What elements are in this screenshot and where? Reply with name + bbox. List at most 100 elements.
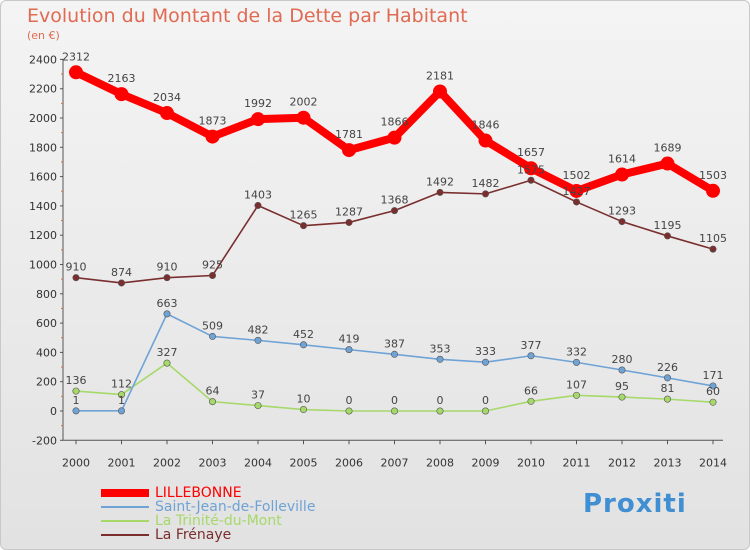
data-point (663, 374, 671, 382)
data-point (254, 402, 262, 410)
data-label: 171 (703, 369, 724, 382)
data-label: 66 (524, 384, 538, 397)
data-point (433, 84, 447, 99)
data-label: 1427 (563, 185, 591, 198)
data-point (390, 207, 398, 215)
data-point (663, 232, 671, 240)
data-label: 663 (157, 297, 178, 310)
legend-label: La Frénaye (155, 527, 232, 543)
data-label: 327 (157, 346, 178, 359)
x-tick-label: 2000 (62, 456, 90, 469)
data-point (436, 355, 444, 363)
data-point (390, 407, 398, 415)
data-label: 280 (612, 353, 633, 366)
data-point (660, 156, 675, 171)
y-tick-label: 0 (50, 405, 57, 418)
data-point (209, 332, 217, 340)
data-label: 136 (66, 374, 87, 387)
data-labels: 136 112 327 64 37 10 0 0 0 0 66 107 95 81 60 1 1 663 509 48… (62, 50, 727, 407)
data-label: 1873 (199, 115, 227, 128)
data-label: 1492 (426, 175, 454, 188)
x-tick-label: 2001 (108, 456, 136, 469)
data-label: 112 (111, 378, 132, 391)
data-point (205, 129, 220, 144)
data-point (209, 271, 217, 279)
y-tick-label: -200 (32, 434, 57, 447)
legend-label: LILLEBONNE (155, 485, 242, 501)
data-label: 95 (615, 380, 629, 393)
data-label: 1105 (699, 232, 727, 245)
data-point (118, 391, 126, 399)
data-label: 1657 (517, 146, 545, 159)
x-tick-label: 2012 (608, 456, 636, 469)
x-tick-label: 2013 (654, 456, 682, 469)
data-point (163, 310, 171, 318)
chart-unit: (en €) (27, 29, 60, 42)
data-point (572, 198, 580, 206)
data-point (118, 279, 126, 287)
y-tick-label: 1800 (29, 141, 57, 154)
y-tick-label: 1200 (29, 229, 57, 242)
data-label: 0 (482, 394, 489, 407)
data-point (118, 407, 126, 415)
data-point (163, 274, 171, 282)
data-label: 1287 (335, 205, 363, 218)
data-point (572, 358, 580, 366)
data-label: 509 (202, 319, 223, 332)
data-label: 226 (657, 361, 678, 374)
data-point (160, 106, 174, 121)
data-point (163, 359, 171, 367)
data-point (69, 65, 83, 80)
data-point (527, 397, 535, 405)
brand-logo: Proxiti (583, 489, 687, 519)
brand-logo-text: Proxiti (583, 489, 687, 519)
data-point (299, 406, 307, 414)
data-label: 353 (430, 342, 451, 355)
data-label: 1 (118, 394, 125, 407)
data-point (615, 167, 629, 182)
data-label: 910 (66, 261, 87, 274)
data-label: 387 (384, 337, 405, 350)
data-label: 2181 (426, 69, 454, 82)
data-point (72, 274, 80, 282)
data-label: 0 (346, 394, 353, 407)
data-point (390, 350, 398, 358)
data-label: 482 (248, 323, 269, 336)
y-tick-label: 800 (36, 288, 57, 301)
data-point (481, 407, 489, 415)
data-point (345, 407, 353, 415)
data-label: 0 (437, 394, 444, 407)
axes: -200020040060080010001200140016001800200… (29, 53, 727, 469)
data-label: 1502 (563, 169, 591, 182)
data-label: 874 (111, 266, 132, 279)
legend-label: La Trinité-du-Mont (155, 513, 282, 529)
data-label: 1293 (608, 205, 636, 218)
data-label: 1368 (381, 194, 409, 207)
data-label: 925 (202, 258, 223, 271)
data-point (572, 391, 580, 399)
data-point (706, 183, 720, 198)
data-label: 1992 (244, 97, 272, 110)
data-point (342, 143, 356, 158)
data-point (478, 133, 493, 148)
x-tick-label: 2008 (426, 456, 454, 469)
data-point (209, 398, 217, 406)
data-label: 64 (206, 385, 220, 398)
data-label: 37 (251, 389, 265, 402)
x-tick-label: 2011 (563, 456, 591, 469)
data-label: 1 (73, 394, 80, 407)
y-tick-label: 200 (36, 376, 57, 389)
x-tick-label: 2009 (472, 456, 500, 469)
data-point (527, 352, 535, 360)
data-point (299, 341, 307, 349)
data-point (569, 183, 584, 198)
data-point (481, 190, 489, 198)
data-point (387, 130, 402, 145)
chart-title: Evolution du Montant de la Dette par Hab… (27, 5, 468, 27)
data-label: 377 (521, 339, 542, 352)
legend-swatch (101, 489, 149, 497)
data-point (72, 407, 80, 415)
data-label: 1866 (381, 116, 409, 129)
data-point (436, 407, 444, 415)
